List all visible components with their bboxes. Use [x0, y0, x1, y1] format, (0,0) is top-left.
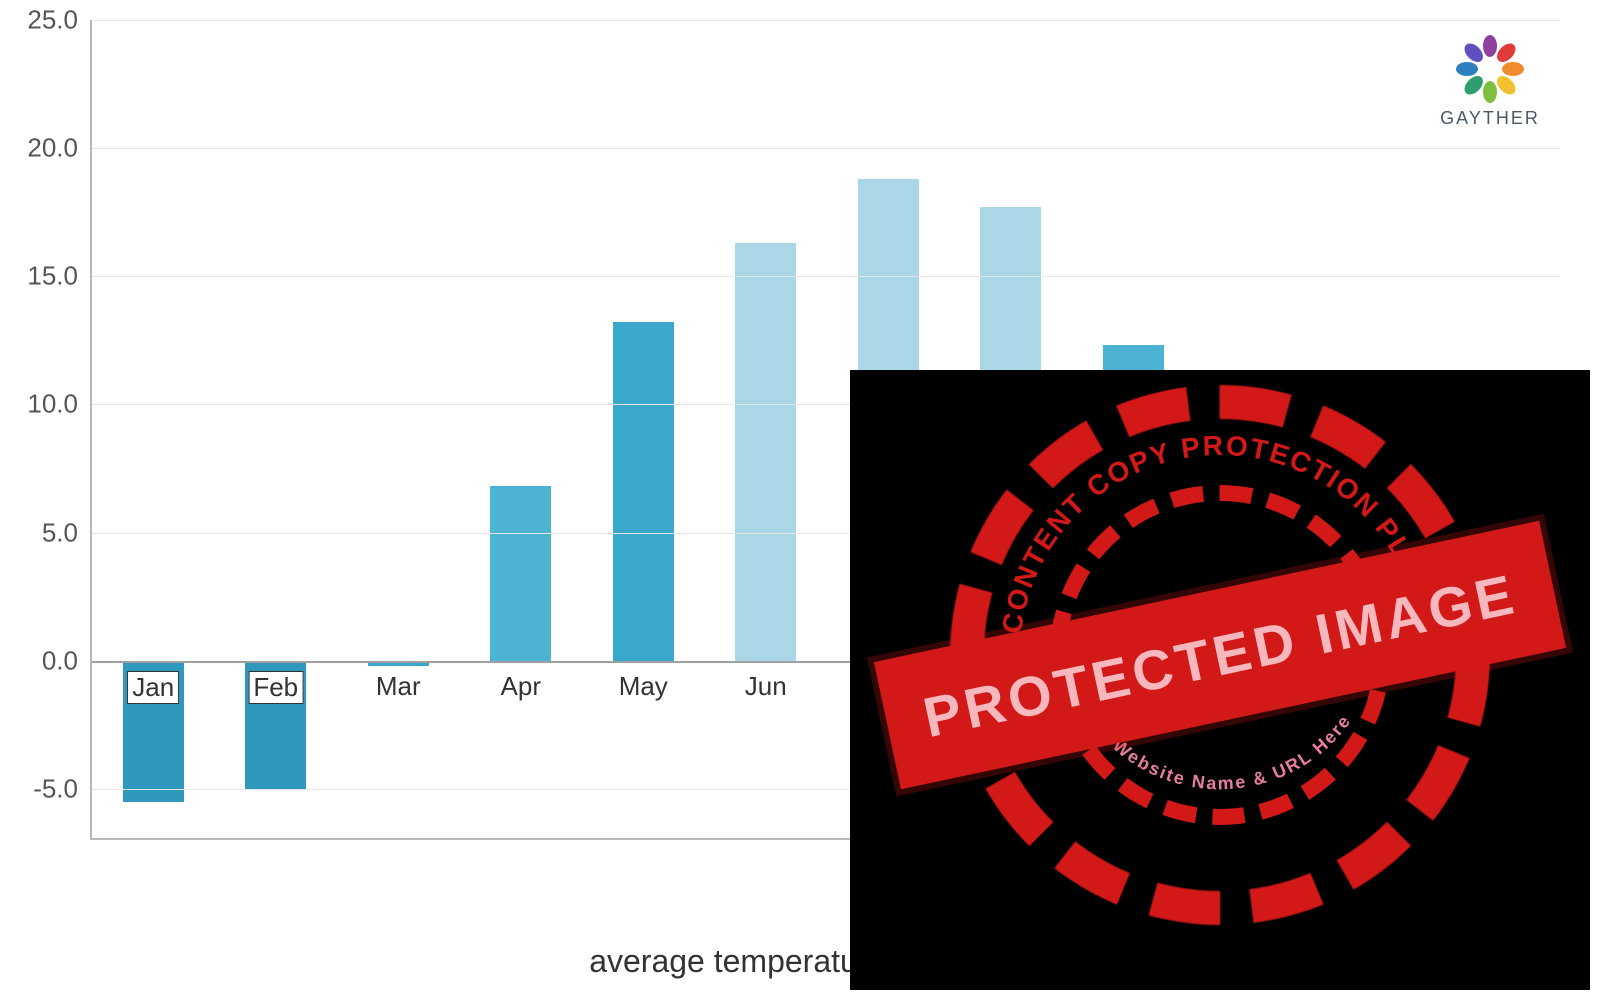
brand-logo: GAYTHER: [1430, 34, 1550, 129]
chart-container: 25.0 20.0 15.0 10.0 5.0 0.0 -5.0 Jan Feb Mar Apr Ma…: [0, 0, 1600, 1000]
logo-text: GAYTHER: [1430, 108, 1550, 129]
stamp-icon: CONTENT COPY PROTECTION PLUGIN My Websit…: [940, 375, 1500, 935]
y-tick-label: 10.0: [27, 389, 92, 420]
x-tick-label: May: [619, 671, 668, 702]
logo-petal: [1494, 73, 1519, 98]
bar: [735, 243, 796, 661]
y-tick-label: 15.0: [27, 261, 92, 292]
grid-line: [92, 20, 1560, 21]
protection-overlay: CONTENT COPY PROTECTION PLUGIN My Websit…: [850, 370, 1590, 990]
y-tick-label: 25.0: [27, 5, 92, 36]
grid-line: [92, 276, 1560, 277]
logo-flower-icon: [1455, 34, 1525, 104]
grid-line: [92, 148, 1560, 149]
x-tick-label: Jan: [127, 671, 179, 704]
logo-petal: [1483, 35, 1497, 57]
x-tick-label: Apr: [501, 671, 541, 702]
logo-petal: [1456, 62, 1478, 76]
x-tick-label: Mar: [376, 671, 421, 702]
y-tick-label: 0.0: [42, 645, 92, 676]
y-tick-label: -5.0: [33, 773, 92, 804]
bar: [490, 486, 551, 660]
x-tick-label: Jun: [745, 671, 787, 702]
y-tick-label: 20.0: [27, 133, 92, 164]
x-tick-label: Feb: [248, 671, 303, 704]
logo-petal: [1483, 81, 1497, 103]
logo-petal: [1502, 62, 1524, 76]
y-tick-label: 5.0: [42, 517, 92, 548]
bar: [613, 322, 674, 660]
